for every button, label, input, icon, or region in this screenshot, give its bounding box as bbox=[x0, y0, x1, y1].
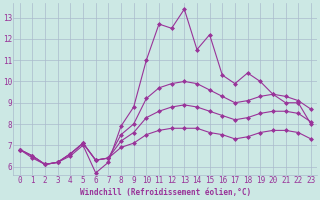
X-axis label: Windchill (Refroidissement éolien,°C): Windchill (Refroidissement éolien,°C) bbox=[80, 188, 251, 197]
